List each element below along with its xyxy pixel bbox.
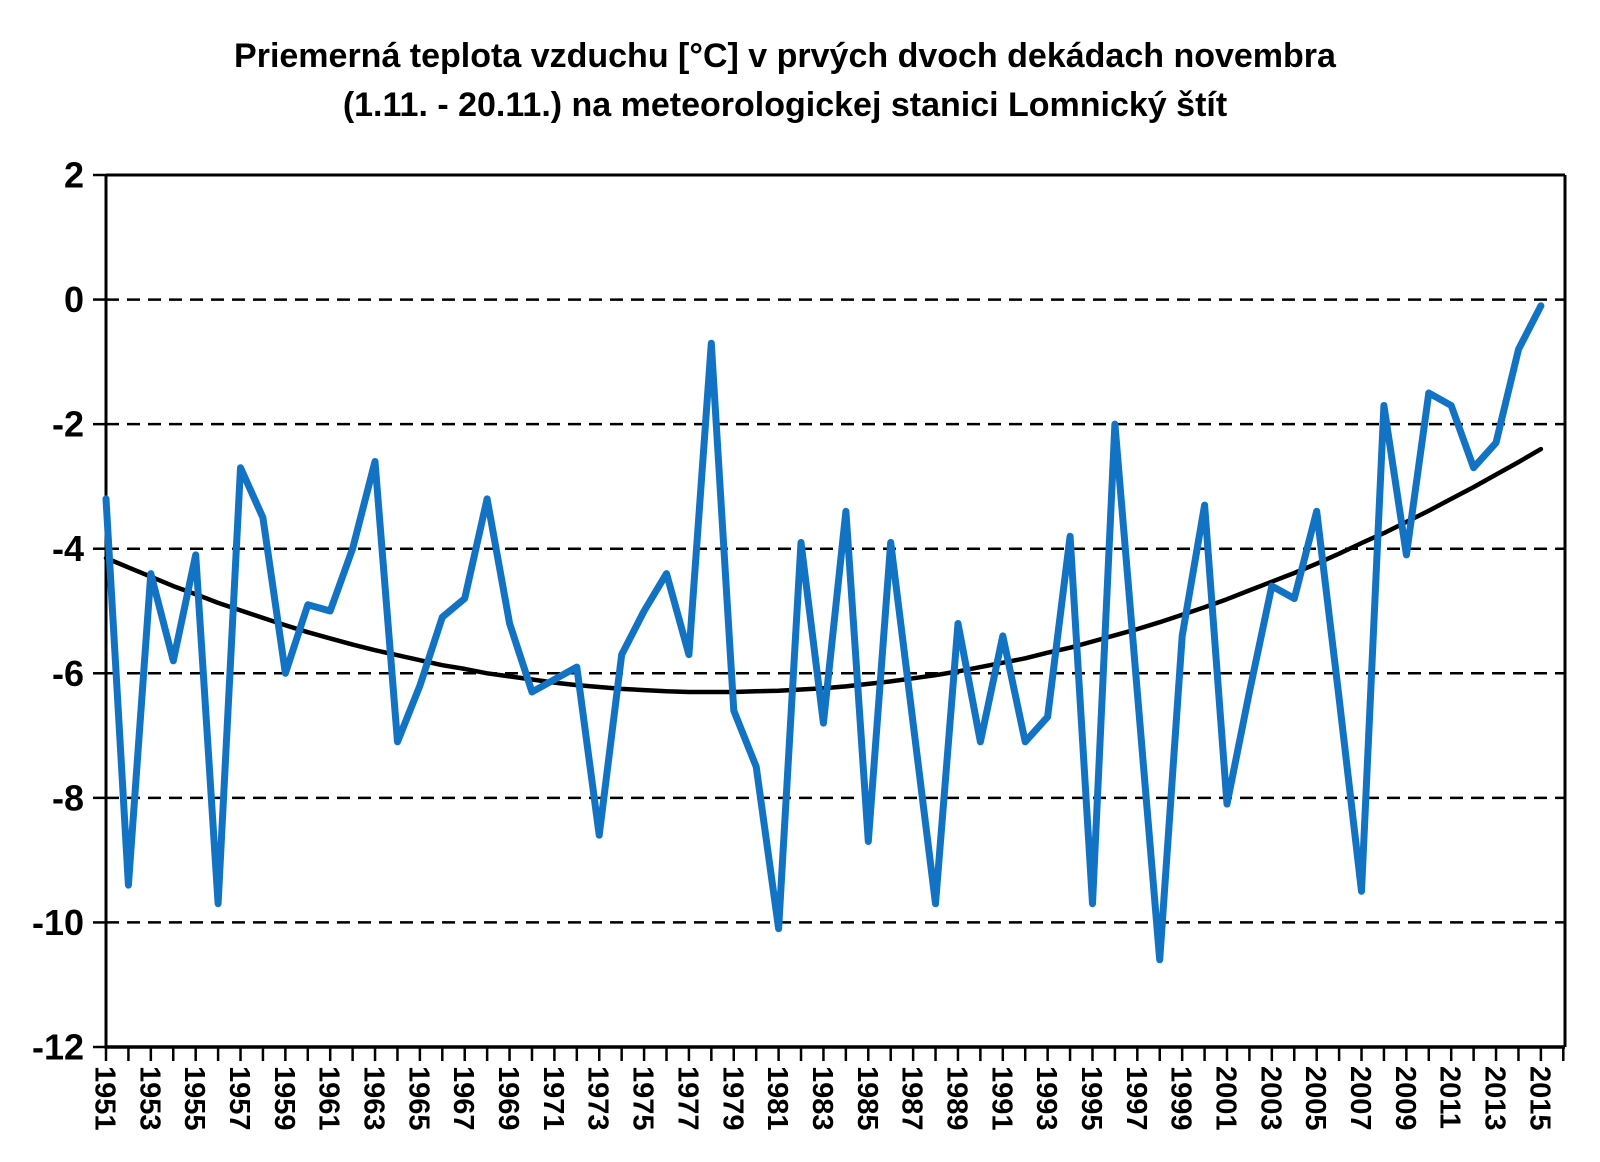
x-tick-label-2015: 2015 (1523, 1066, 1555, 1131)
x-tick-label-1957: 1957 (223, 1066, 255, 1131)
x-tick-label-1991: 1991 (985, 1066, 1017, 1131)
y-tick-label--10: -10 (32, 902, 84, 943)
chart-title-line-1: Priemerná teplota vzduchu [°C] v prvých … (234, 37, 1336, 75)
x-tick-label-1951: 1951 (89, 1066, 121, 1131)
x-tick-label-1977: 1977 (671, 1066, 703, 1131)
x-tick-label-1955: 1955 (178, 1066, 210, 1131)
x-tick-label-1963: 1963 (358, 1066, 390, 1131)
x-tick-label-1993: 1993 (1030, 1066, 1062, 1131)
x-tick-label-1965: 1965 (402, 1066, 434, 1131)
x-tick-label-1961: 1961 (313, 1066, 345, 1131)
chart-title-line-2: (1.11. - 20.11.) na meteorologickej stan… (342, 86, 1228, 124)
x-tick-label-1959: 1959 (268, 1066, 300, 1131)
x-tick-label-2003: 2003 (1254, 1066, 1286, 1131)
x-tick-label-1979: 1979 (716, 1066, 748, 1131)
y-tick-label--2: -2 (52, 404, 84, 445)
x-tick-label-1999: 1999 (1165, 1066, 1197, 1131)
x-tick-label-2013: 2013 (1479, 1066, 1511, 1131)
x-tick-label-1981: 1981 (761, 1066, 793, 1131)
y-tick-label--4: -4 (52, 528, 84, 569)
x-tick-label-1967: 1967 (447, 1066, 479, 1131)
x-tick-label-2001: 2001 (1210, 1066, 1242, 1131)
x-tick-label-2007: 2007 (1344, 1066, 1376, 1131)
temperature-line (102, 302, 1545, 964)
chart-title: Priemerná teplota vzduchu [°C] v prvých … (0, 32, 1570, 130)
x-tick-label-1987: 1987 (896, 1066, 928, 1131)
x-tick-label-2009: 2009 (1389, 1066, 1421, 1131)
x-tick-label-2005: 2005 (1299, 1066, 1331, 1131)
x-tick-label-1969: 1969 (492, 1066, 524, 1131)
x-tick-label-1973: 1973 (582, 1066, 614, 1131)
x-tick-label-1953: 1953 (133, 1066, 165, 1131)
x-tick-label-1995: 1995 (1075, 1066, 1107, 1131)
y-tick-label--8: -8 (52, 777, 84, 818)
x-tick-label-1983: 1983 (806, 1066, 838, 1131)
y-tick-label--12: -12 (32, 1027, 84, 1068)
x-tick-label-1997: 1997 (1120, 1066, 1152, 1131)
x-tick-label-2011: 2011 (1434, 1066, 1466, 1129)
x-tick-label-1975: 1975 (627, 1066, 659, 1131)
x-tick-label-1989: 1989 (940, 1066, 972, 1131)
y-tick-label-2: 2 (64, 155, 84, 196)
x-tick-label-1971: 1971 (537, 1066, 569, 1131)
y-tick-label-0: 0 (64, 279, 84, 320)
y-tick-label--6: -6 (52, 653, 84, 694)
x-tick-label-1985: 1985 (851, 1066, 883, 1131)
